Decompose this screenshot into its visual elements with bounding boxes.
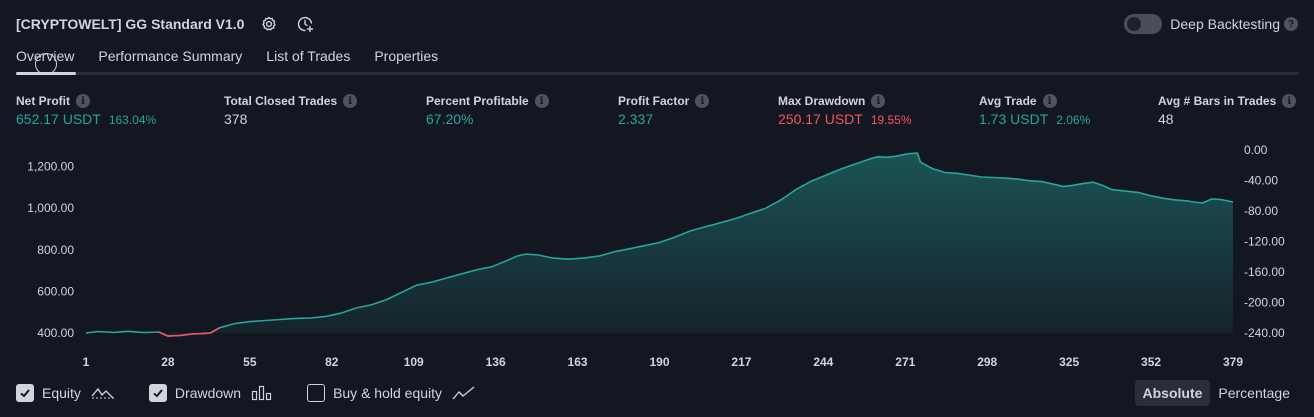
legend-label: Drawdown [174, 385, 242, 401]
x-tick-label: 109 [404, 355, 424, 369]
x-tick-label: 244 [813, 355, 833, 369]
x-tick-label: 55 [243, 355, 257, 369]
metric-label: Profit Factor [618, 94, 690, 108]
x-tick-label: 28 [161, 355, 175, 369]
mode-percentage-button[interactable]: Percentage [1218, 385, 1290, 401]
x-tick-label: 190 [649, 355, 669, 369]
y-right-tick-label: -200.00 [1244, 296, 1285, 310]
x-tick-label: 298 [977, 355, 997, 369]
tab-scrollbar[interactable] [16, 72, 1299, 75]
y-right-tick-label: -240.00 [1244, 326, 1285, 340]
y-right-tick-label: -120.00 [1244, 235, 1285, 249]
metric-profit-factor: Profit Factor i 2.337 [618, 93, 710, 127]
tab-list-of-trades[interactable]: List of Trades [266, 48, 351, 64]
x-tick-label: 352 [1141, 355, 1161, 369]
equity-line-below-start [158, 327, 220, 337]
drawdown-checkbox[interactable] [148, 384, 167, 402]
x-tick-label: 379 [1223, 355, 1243, 369]
add-alert-icon[interactable] [294, 13, 316, 35]
legend-drawdown[interactable]: Drawdown [148, 384, 273, 402]
info-icon[interactable]: i [76, 94, 90, 108]
info-icon[interactable]: i [871, 94, 886, 108]
metric-avg-bars-in-trades: Avg # Bars in Trades i 48 [1158, 93, 1297, 127]
strategy-title: [CRYPTOWELT] GG Standard V1.0 [16, 16, 245, 32]
y-right-tick-label: -160.00 [1244, 265, 1285, 279]
legend-label: Buy & hold equity [333, 385, 443, 401]
metric-label: Net Profit [16, 94, 70, 108]
help-icon[interactable]: ? [1284, 17, 1298, 31]
info-icon[interactable]: i [1042, 94, 1057, 108]
scroll-handle[interactable] [35, 53, 57, 75]
y-left-tick-label: 600.00 [37, 284, 74, 298]
metric-net-profit: Net Profit i 652.17 USDT 163.04% [16, 93, 156, 127]
drawdown-bars-icon [251, 385, 273, 401]
metric-value: 1.73 USDT [979, 111, 1049, 127]
x-tick-label: 82 [325, 355, 339, 369]
legend-label: Equity [42, 385, 81, 401]
chart-legend: Equity Drawdown Buy & hold equity [16, 382, 510, 404]
metric-value: 378 [224, 111, 248, 127]
x-tick-label: 1 [83, 355, 90, 369]
metric-percent: 163.04% [108, 113, 157, 127]
y-left-tick-label: 1,000.00 [27, 201, 74, 215]
y-left-tick-label: 400.00 [37, 326, 74, 340]
y-left-tick-label: 1,200.00 [27, 160, 74, 174]
equity-line [85, 152, 1234, 337]
legend-equity[interactable]: Equity [16, 384, 115, 402]
metric-percent-profitable: Percent Profitable i 67.20% [426, 93, 549, 127]
metric-label: Avg # Bars in Trades [1158, 94, 1277, 108]
tab-bar: Overview Performance Summary List of Tra… [16, 46, 462, 66]
metric-value: 2.337 [618, 111, 654, 127]
x-tick-label: 136 [486, 355, 506, 369]
metric-label: Max Drawdown [778, 94, 866, 108]
metric-max-drawdown: Max Drawdown i 250.17 USDT 19.55% [778, 93, 912, 127]
gear-icon[interactable] [258, 13, 280, 35]
toggle-knob [1127, 17, 1142, 31]
y-right-tick-label: 0.00 [1244, 143, 1268, 157]
y-right-tick-label: -80.00 [1244, 204, 1278, 218]
strategy-header: [CRYPTOWELT] GG Standard V1.0 [16, 12, 316, 36]
info-icon[interactable]: i [695, 94, 710, 108]
metric-avg-trade: Avg Trade i 1.73 USDT 2.06% [979, 93, 1090, 127]
metric-percent: 2.06% [1056, 113, 1091, 127]
equity-drawdown-chart[interactable]: 400.00 600.00 800.00 1,000.00 1,200.00 0.00 -4… [0, 138, 1314, 374]
metric-label: Percent Profitable [426, 94, 529, 108]
buy-hold-checkbox[interactable] [307, 384, 326, 402]
tab-performance-summary[interactable]: Performance Summary [98, 48, 243, 64]
mode-absolute-button[interactable]: Absolute [1134, 380, 1211, 406]
y-left-tick-label: 800.00 [37, 243, 74, 257]
metric-percent: 19.55% [870, 113, 912, 127]
metric-label: Total Closed Trades [224, 94, 338, 108]
equity-line-icon [91, 385, 115, 401]
info-icon[interactable]: i [1282, 94, 1297, 108]
buy-hold-line-icon [452, 385, 476, 401]
x-tick-label: 325 [1059, 355, 1079, 369]
legend-buy-hold[interactable]: Buy & hold equity [307, 384, 476, 402]
equity-area [86, 153, 1233, 337]
metric-label: Avg Trade [979, 94, 1037, 108]
deep-backtesting: Deep Backtesting ? [1124, 12, 1298, 36]
info-icon[interactable]: i [343, 94, 358, 108]
deep-backtesting-label: Deep Backtesting [1170, 16, 1280, 32]
tab-properties[interactable]: Properties [374, 48, 439, 64]
display-mode-switch: Absolute Percentage [1134, 380, 1299, 406]
metric-value: 48 [1158, 111, 1174, 127]
deep-backtesting-toggle[interactable] [1124, 14, 1163, 34]
y-right-tick-label: -40.00 [1244, 174, 1278, 188]
x-tick-label: 163 [568, 355, 588, 369]
x-tick-label: 271 [895, 355, 915, 369]
x-tick-label: 217 [731, 355, 751, 369]
equity-checkbox[interactable] [16, 384, 34, 402]
metric-value: 250.17 USDT [778, 111, 863, 127]
metric-total-closed-trades: Total Closed Trades i 378 [224, 93, 358, 127]
metric-value: 67.20% [426, 111, 474, 127]
info-icon[interactable]: i [534, 94, 549, 108]
metric-value: 652.17 USDT [16, 111, 101, 127]
